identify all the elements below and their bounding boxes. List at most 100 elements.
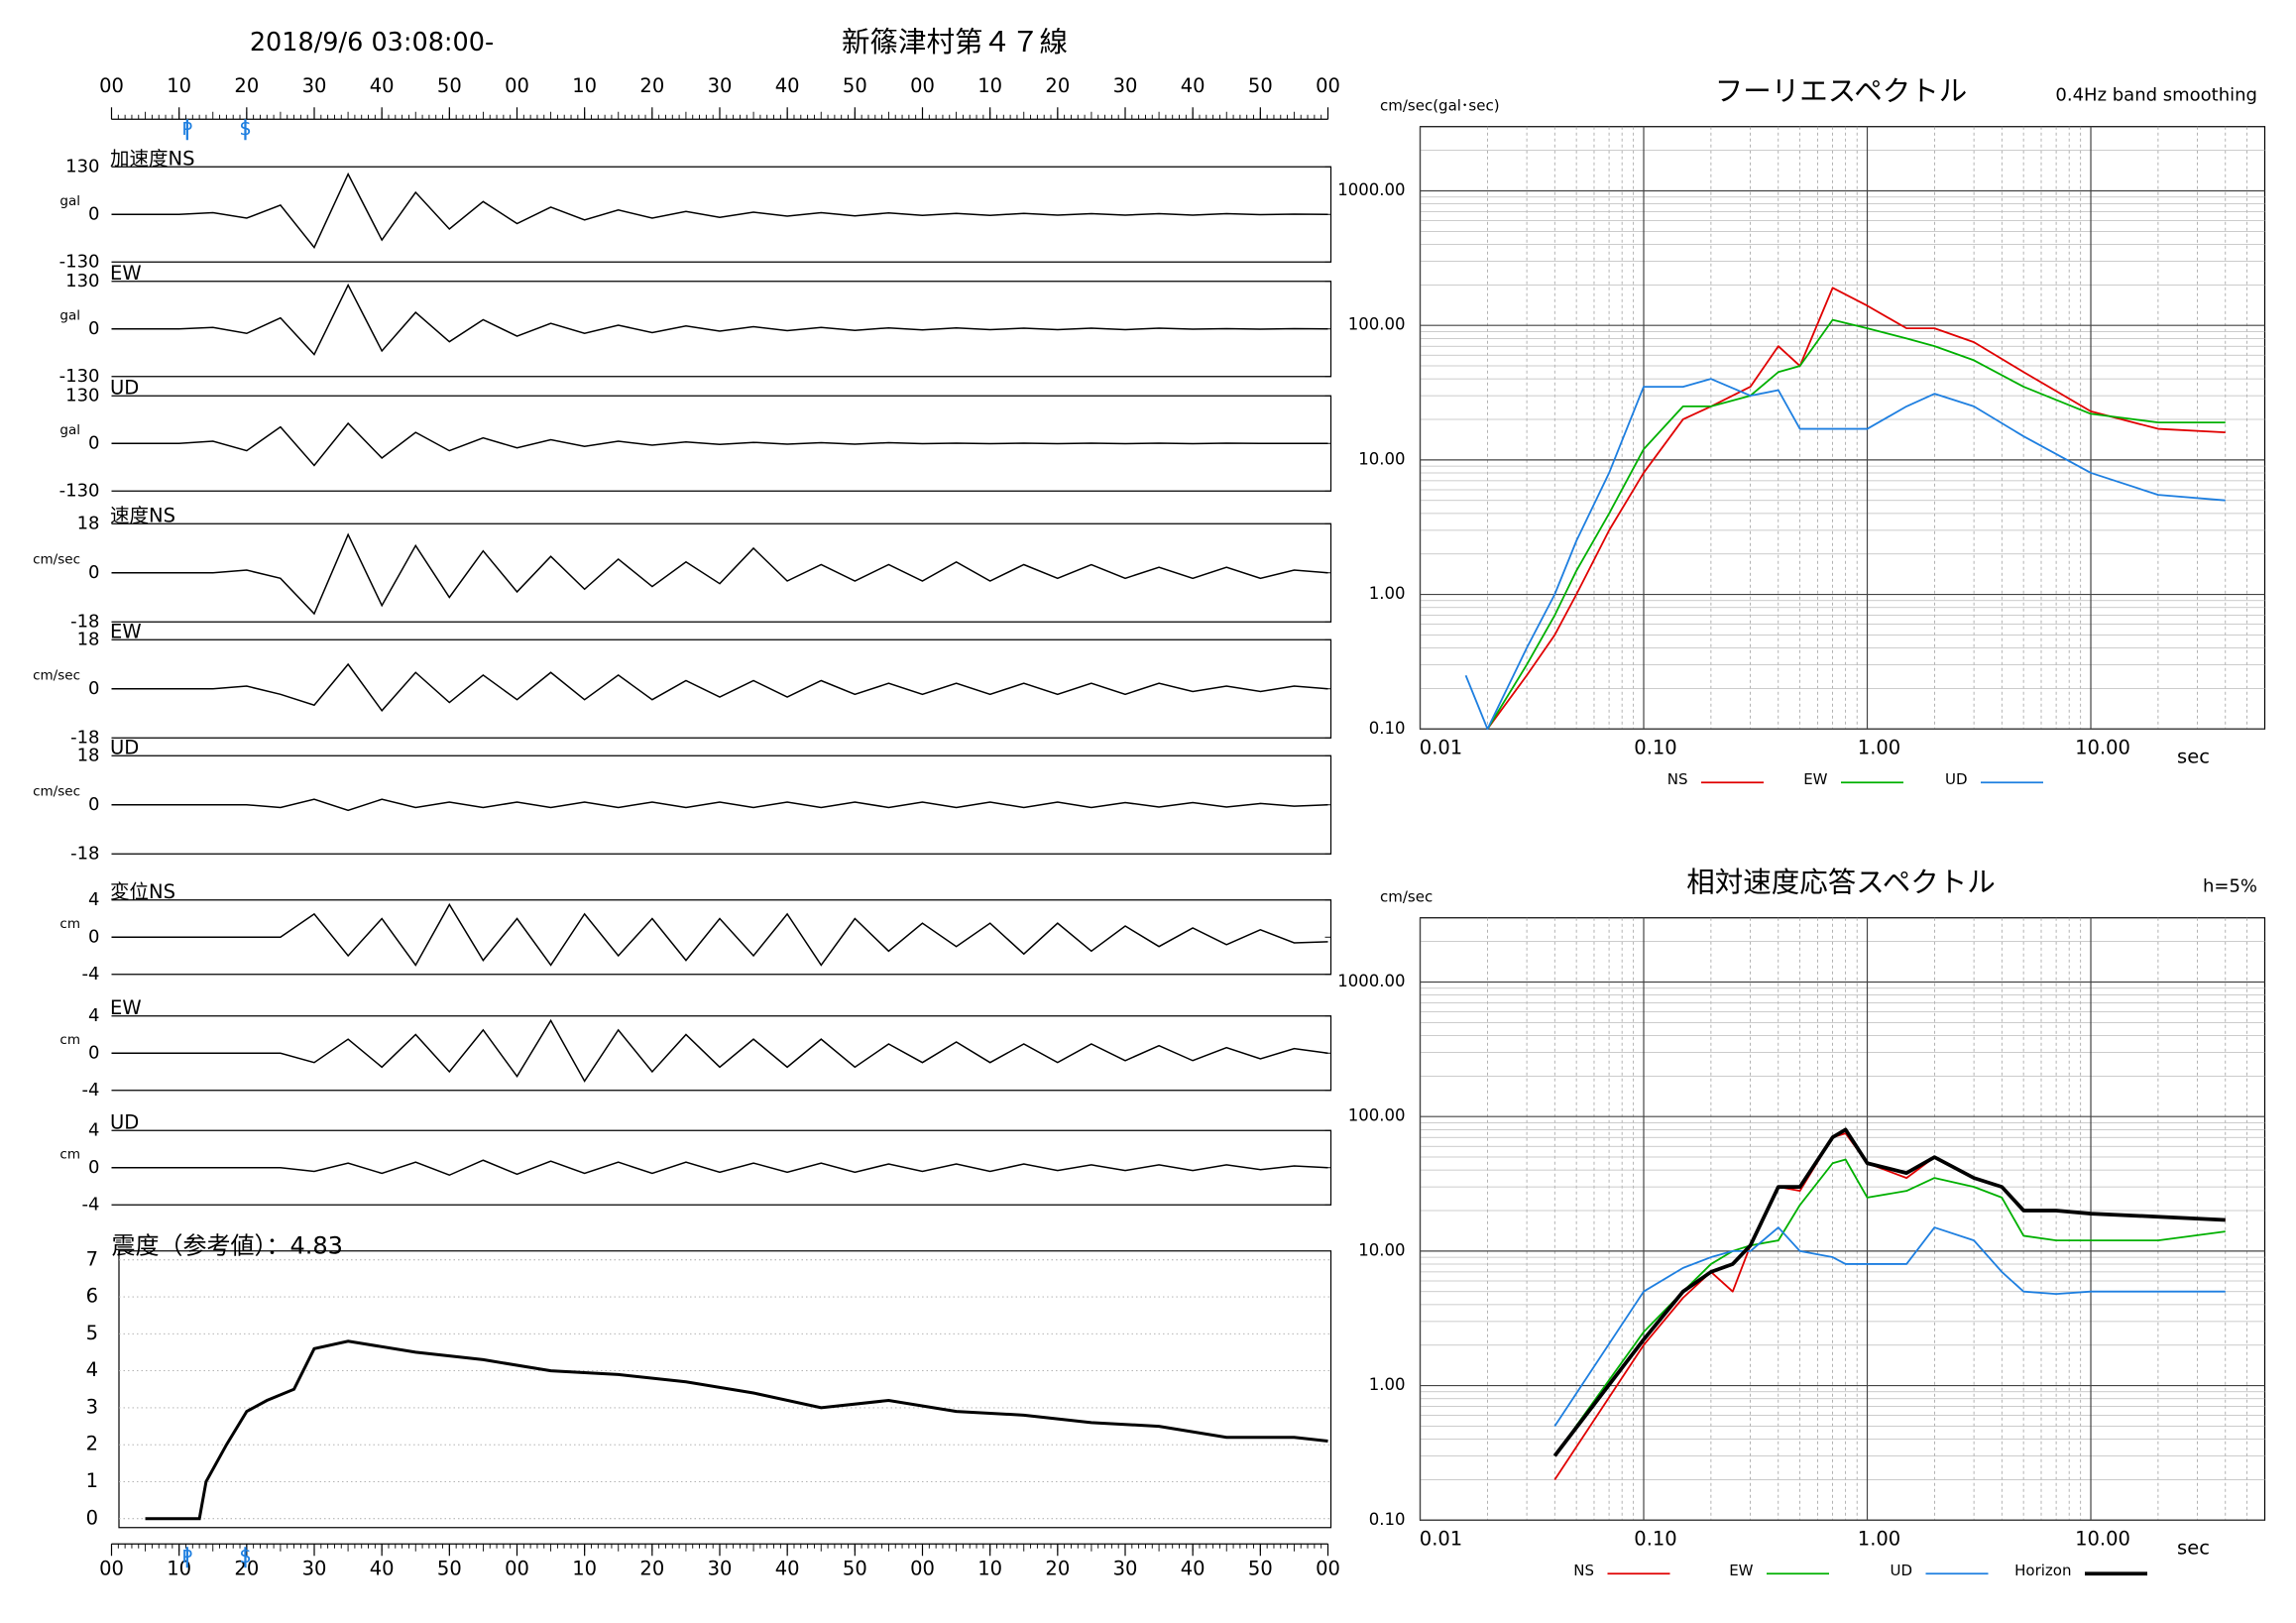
datetime: 2018/9/6 03:08:00- xyxy=(250,28,494,58)
plot-frame xyxy=(1419,917,2266,1521)
x-tick-label: 00 xyxy=(99,74,124,97)
spectrum-line xyxy=(1553,1158,2226,1456)
unit-label: gal xyxy=(59,422,80,438)
panel-label: UD xyxy=(110,376,139,399)
legend-label: EW xyxy=(1729,1562,1753,1579)
y-tick-label: 3 xyxy=(86,1395,98,1418)
x-tick-label: 10 xyxy=(572,1557,597,1579)
x-tick-label: 30 xyxy=(708,74,733,97)
y-tick-label: 18 xyxy=(77,629,100,649)
spectrum-line xyxy=(1553,1226,2226,1427)
panel-label: EW xyxy=(110,262,142,285)
x-tick-label: 30 xyxy=(1113,1557,1138,1579)
x-tick-label: 00 xyxy=(1316,74,1340,97)
x-tick-label: 0.01 xyxy=(1420,736,1462,758)
x-tick-label: 40 xyxy=(370,74,395,97)
y-tick-label: 100.00 xyxy=(1348,1106,1406,1125)
x-tick-label: 20 xyxy=(1045,1557,1070,1579)
unit-label: cm xyxy=(59,1146,80,1162)
waveform xyxy=(111,172,1328,249)
phase-label: S xyxy=(240,1547,251,1567)
y-tick-label: 130 xyxy=(65,156,99,176)
y-tick-label: -18 xyxy=(70,727,99,748)
panel-label: 変位NS xyxy=(110,880,175,903)
y-tick-label: 1 xyxy=(86,1469,98,1492)
chart-subtitle: 0.4Hz band smoothing xyxy=(2055,84,2257,105)
panel-label: 加速度NS xyxy=(110,147,194,170)
waveform xyxy=(111,1159,1328,1177)
y-tick-label: 4 xyxy=(86,1358,98,1381)
x-tick-label: 10.00 xyxy=(2075,736,2130,758)
spectrum-line xyxy=(1486,318,2226,730)
y-tick-label: 4 xyxy=(88,1119,99,1140)
x-tick-label: 50 xyxy=(843,1557,867,1579)
x-tick-label: 20 xyxy=(234,1557,259,1579)
y-axis-label: cm/sec xyxy=(1380,887,1433,905)
y-tick-label: 4 xyxy=(88,1005,99,1026)
y-tick-label: 10.00 xyxy=(1358,1240,1405,1259)
y-tick-label: 2 xyxy=(86,1433,98,1455)
y-tick-label: -130 xyxy=(59,480,100,501)
y-tick-label: 0 xyxy=(88,432,99,453)
y-tick-label: 0 xyxy=(88,1042,99,1063)
y-tick-label: -4 xyxy=(82,1080,100,1101)
y-tick-label: 1.00 xyxy=(1369,1375,1406,1394)
x-tick-label: 10 xyxy=(572,74,597,97)
unit-label: cm xyxy=(59,1032,80,1048)
waveform xyxy=(111,532,1328,616)
y-tick-label: 18 xyxy=(77,513,100,533)
unit-label: gal xyxy=(59,307,80,323)
y-tick-label: 0 xyxy=(88,562,99,583)
plot-frame xyxy=(118,1250,1332,1529)
x-tick-label: 00 xyxy=(910,1557,935,1579)
y-tick-label: 0 xyxy=(88,203,99,224)
panel-label: EW xyxy=(110,996,142,1019)
x-tick-label: 1.00 xyxy=(1858,736,1900,758)
panel-label: UD xyxy=(110,736,139,758)
x-tick-label: 30 xyxy=(302,1557,327,1579)
x-axis-label: sec xyxy=(2177,1536,2210,1559)
y-tick-label: -130 xyxy=(59,366,100,387)
x-tick-label: 20 xyxy=(1045,74,1070,97)
x-tick-label: 00 xyxy=(99,1557,124,1579)
x-axis-label: sec xyxy=(2177,745,2210,767)
unit-label: cm/sec xyxy=(33,667,80,683)
y-tick-label: 0 xyxy=(88,1157,99,1178)
y-axis-label: cm/sec(gal･sec) xyxy=(1380,96,1500,114)
x-tick-label: 0.01 xyxy=(1420,1527,1462,1550)
x-tick-label: 20 xyxy=(639,74,664,97)
x-tick-label: 1.00 xyxy=(1858,1527,1900,1550)
x-tick-label: 10 xyxy=(977,1557,1002,1579)
y-tick-label: 1.00 xyxy=(1369,584,1406,603)
x-tick-label: 30 xyxy=(302,74,327,97)
x-tick-label: 40 xyxy=(1181,74,1205,97)
legend-label: UD xyxy=(1945,770,1968,788)
x-tick-label: 10 xyxy=(977,74,1002,97)
waveform xyxy=(111,421,1328,467)
plot-frame xyxy=(1419,126,2266,730)
x-tick-label: 50 xyxy=(1248,74,1273,97)
x-tick-label: 00 xyxy=(505,74,529,97)
x-tick-label: 40 xyxy=(1181,1557,1205,1579)
panel-label: 速度NS xyxy=(110,504,175,526)
phase-label: P xyxy=(181,119,192,140)
chart-title: 震度（参考値）：4.83 xyxy=(112,1231,343,1259)
waveform xyxy=(111,902,1328,967)
x-tick-label: 10.00 xyxy=(2075,1527,2130,1550)
unit-label: gal xyxy=(59,193,80,209)
legend-label: UD xyxy=(1890,1562,1912,1579)
unit-label: cm/sec xyxy=(33,551,80,567)
y-tick-label: -18 xyxy=(70,843,99,864)
legend-label: EW xyxy=(1803,770,1827,788)
y-tick-label: 5 xyxy=(86,1322,98,1344)
panel-label: UD xyxy=(110,1110,139,1133)
x-tick-label: 00 xyxy=(505,1557,529,1579)
chart-subtitle: h=5% xyxy=(2203,875,2257,896)
waveform xyxy=(111,283,1328,356)
x-tick-label: 10 xyxy=(167,74,191,97)
x-tick-label: 20 xyxy=(639,1557,664,1579)
y-tick-label: 100.00 xyxy=(1348,315,1406,334)
x-tick-label: 10 xyxy=(167,1557,191,1579)
y-tick-label: 6 xyxy=(86,1285,98,1308)
